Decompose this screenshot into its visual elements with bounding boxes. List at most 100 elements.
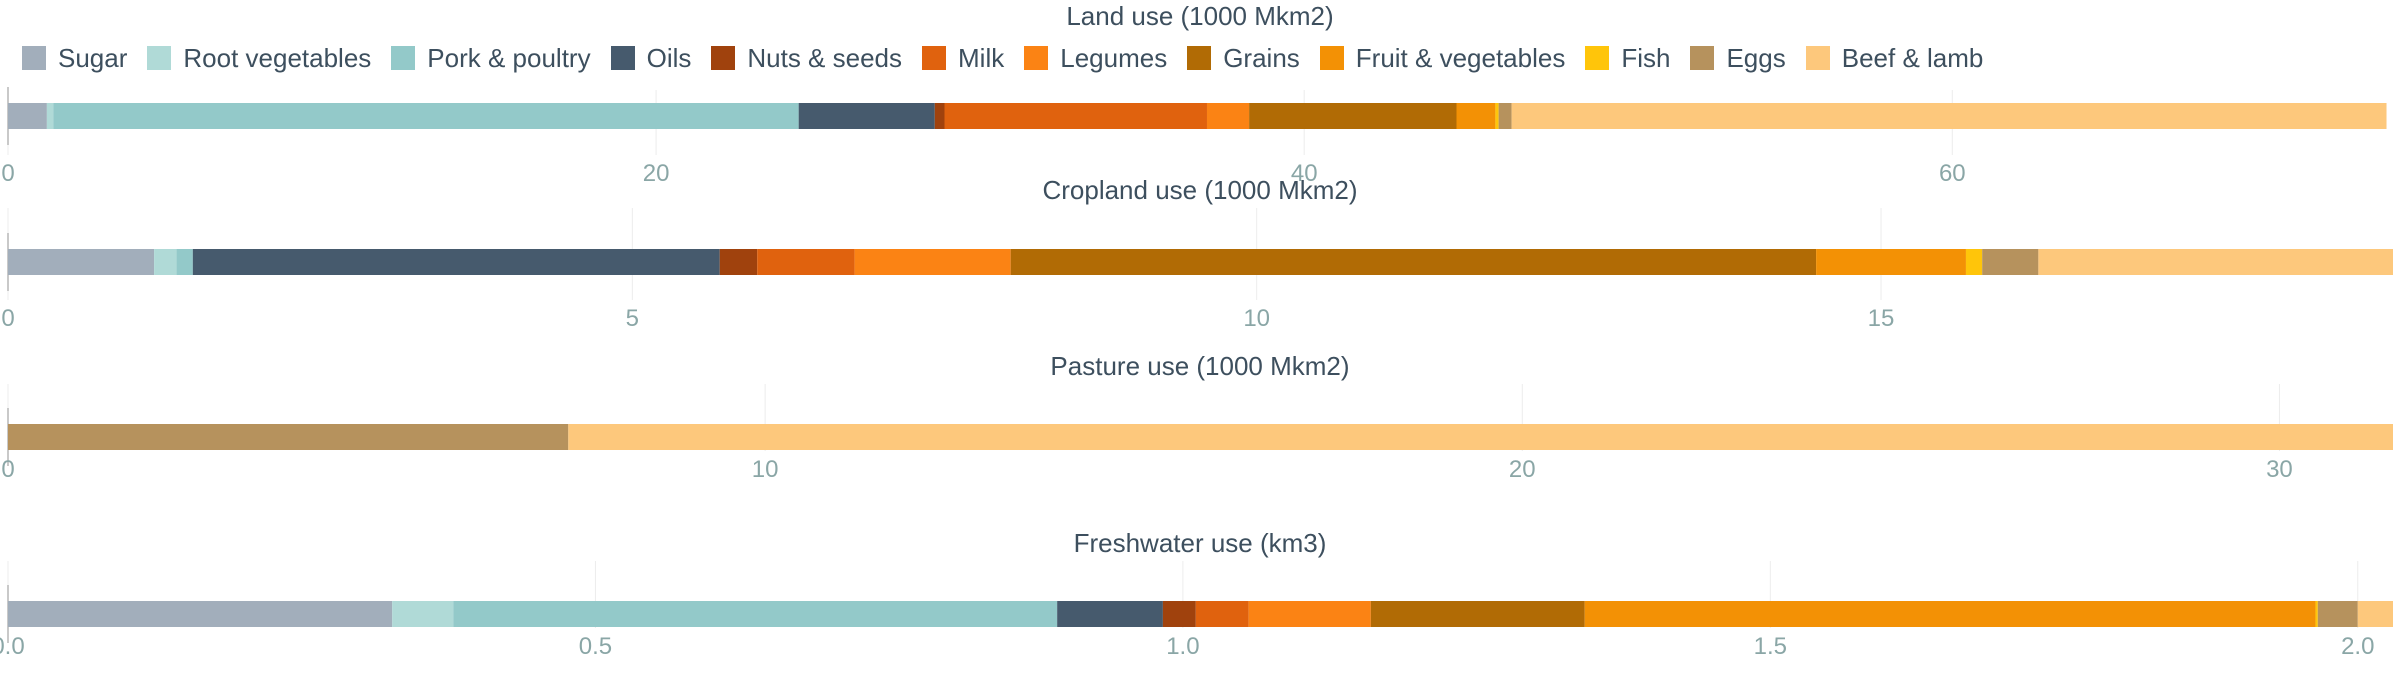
legend-item[interactable]: Oils [610, 42, 692, 74]
bar-segment [8, 249, 155, 275]
bar-segment [1057, 601, 1163, 627]
legend-item[interactable]: Root vegetables [147, 43, 371, 74]
bar-segment [46, 103, 54, 129]
tick-label: 5 [626, 305, 639, 332]
bar-segment [2357, 601, 2393, 627]
legend-label: Legumes [1060, 42, 1168, 73]
legend-label: Root vegetables [183, 42, 372, 73]
bar-segment [392, 601, 454, 627]
legend-swatch [711, 46, 736, 70]
chart-title: Land use (1000 Mkm2) [1066, 1, 1333, 31]
legend-label: Beef & lamb [1841, 42, 1984, 73]
tick-label: 10 [1243, 305, 1270, 332]
legend-label: Eggs [1726, 42, 1786, 73]
bar-segment [798, 103, 935, 129]
tick-label: 0 [1, 160, 14, 187]
bar-segment [176, 249, 193, 275]
bar-segment [568, 424, 2394, 450]
legend-label: Grains [1223, 42, 1300, 73]
bar-segment [934, 103, 945, 129]
bar-segment [1495, 103, 1499, 129]
legend-item[interactable]: Fruit & vegetables [1319, 42, 1566, 74]
legend-item[interactable]: Fish [1585, 43, 1670, 74]
legend-item[interactable]: Beef & lamb [1805, 42, 1984, 74]
legend-swatch [147, 46, 172, 70]
legend-swatch [1319, 46, 1344, 70]
bar-segment [757, 249, 855, 275]
bar-segment [192, 249, 720, 275]
tick-label: 1.0 [1166, 633, 1199, 660]
bar-segment [1456, 103, 1496, 129]
legend-swatch [1024, 46, 1049, 70]
legend-swatch [1187, 46, 1212, 70]
legend-swatch [1690, 46, 1715, 70]
legend-item[interactable]: Legumes [1024, 43, 1167, 74]
legend-label: Fish [1621, 42, 1671, 73]
chart-title: Cropland use (1000 Mkm2) [1042, 175, 1357, 205]
legend-label: Milk [958, 42, 1005, 73]
tick-label: 2.0 [2341, 633, 2374, 660]
legend-swatch [391, 46, 416, 70]
tick-label: 40 [1291, 160, 1318, 187]
legend-item[interactable]: Pork & poultry [391, 42, 591, 74]
tick-label: 0.0 [0, 633, 25, 660]
bar-segment [1584, 601, 2316, 627]
tick-label: 60 [1939, 160, 1966, 187]
bar-segment [2038, 249, 2393, 275]
tick-label: 0 [1, 456, 14, 483]
bar-segment [8, 601, 393, 627]
legend: Sugar Root vegetables Pork & poultry Oils Nu… [22, 40, 2003, 76]
bar-segment [453, 601, 1058, 627]
tick-label: 10 [752, 456, 779, 483]
bar-segment [944, 103, 1207, 129]
bar-segment [8, 103, 47, 129]
legend-swatch [610, 46, 635, 70]
legend-label: Nuts & seeds [747, 42, 903, 73]
tick-label: 20 [1509, 456, 1536, 483]
bar-segment [1498, 103, 1512, 129]
bar-segment [1816, 249, 1966, 275]
bar-segment [2317, 601, 2358, 627]
bar-segment [1206, 103, 1250, 129]
legend-swatch [1585, 46, 1610, 70]
bar-segment [854, 249, 1011, 275]
legend-label: Pork & poultry [427, 42, 591, 73]
chart-panel: Pasture use (1000 Mkm2) 0 10 20 30 [1, 351, 2394, 483]
bar-segment [8, 424, 569, 450]
tick-label: 30 [2266, 456, 2293, 483]
legend-item[interactable]: Sugar [22, 43, 127, 74]
bar-segment [1982, 249, 2039, 275]
bar-segment [1162, 601, 1196, 627]
bar-segment [1370, 601, 1585, 627]
chart-title: Pasture use (1000 Mkm2) [1050, 351, 1349, 381]
bar-segment [1965, 249, 1983, 275]
bar-segment [1195, 601, 1249, 627]
bar-segment [53, 103, 799, 129]
bar-segment [154, 249, 177, 275]
legend-item[interactable]: Grains [1187, 43, 1300, 74]
chart-panel: Freshwater use (km3) 0.0 0.5 1.0 1.5 2.0 [0, 528, 2393, 660]
bar-segment [719, 249, 758, 275]
chart-panel: Cropland use (1000 Mkm2) 0 5 10 15 [1, 175, 2393, 332]
legend-label: Fruit & vegetables [1355, 42, 1566, 73]
bar-segment [1248, 601, 1371, 627]
legend-item[interactable]: Milk [922, 43, 1004, 74]
bar-segment [1010, 249, 1817, 275]
legend-item[interactable]: Nuts & seeds [711, 43, 902, 74]
bar-segment [1249, 103, 1457, 129]
chart-panel: Land use (1000 Mkm2) 0 20 40 60 [1, 1, 2387, 187]
tick-label: 0.5 [579, 633, 612, 660]
tick-label: 0 [1, 305, 14, 332]
legend-swatch [22, 46, 46, 70]
legend-swatch [922, 46, 947, 70]
legend-label: Oils [646, 42, 692, 73]
bar-segment [2315, 601, 2318, 627]
tick-label: 15 [1868, 305, 1895, 332]
tick-label: 20 [643, 160, 670, 187]
legend-swatch [1805, 46, 1830, 70]
legend-item[interactable]: Eggs [1690, 42, 1786, 74]
bar-segment [1511, 103, 2387, 129]
chart-title: Freshwater use (km3) [1074, 528, 1327, 558]
